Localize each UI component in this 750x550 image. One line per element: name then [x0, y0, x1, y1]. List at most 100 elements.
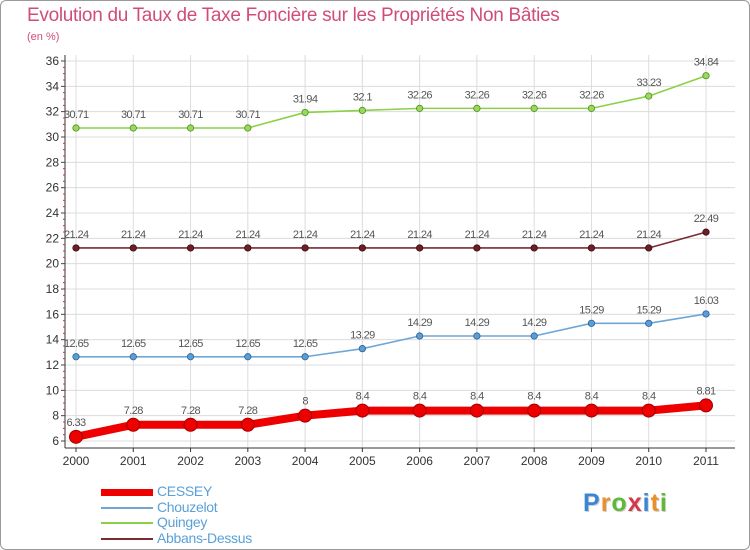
- data-point: [244, 124, 252, 132]
- logo-letter: i: [642, 489, 651, 517]
- series-quingey: 30.71 30.71 30.71 30.71 31.94 32.1 32.26 32.26 3…: [64, 57, 719, 132]
- data-label: 14.29: [465, 317, 490, 329]
- data-point: [416, 104, 424, 112]
- data-label: 32.26: [522, 89, 547, 101]
- data-label: 21.24: [636, 229, 661, 241]
- data-point: [72, 244, 80, 252]
- logo-letter: x: [627, 489, 643, 517]
- data-point: [702, 72, 710, 80]
- data-label: 8.4: [356, 391, 370, 403]
- data-point: [473, 104, 481, 112]
- x-tick-label: 2011: [693, 454, 719, 468]
- data-label: 21.24: [64, 229, 89, 241]
- series-line: [75, 313, 707, 358]
- data-label: 15.29: [636, 304, 661, 316]
- data-label: 21.24: [236, 229, 261, 241]
- data-point: [186, 244, 195, 252]
- x-tick-label: 2009: [578, 454, 605, 468]
- data-label: 22.49: [694, 213, 719, 225]
- data-label: 34.84: [694, 57, 719, 69]
- data-point: [72, 124, 80, 132]
- legend-label: Abbans-Dessus: [157, 529, 252, 546]
- x-tick-label: 2006: [406, 454, 433, 468]
- data-point: [355, 403, 370, 418]
- data-point: [240, 417, 255, 432]
- data-label: 14.29: [522, 317, 547, 329]
- y-tick-label: 26: [46, 181, 60, 195]
- data-point: [298, 408, 313, 423]
- logo-letter: P: [583, 489, 601, 517]
- y-tick-label: 22: [46, 231, 60, 245]
- data-label: 7.28: [124, 405, 143, 417]
- data-point: [412, 403, 427, 418]
- data-label: 8.4: [642, 391, 656, 403]
- data-label: 8.4: [585, 391, 599, 403]
- data-label: 21.24: [522, 229, 547, 241]
- y-tick-label: 24: [46, 206, 60, 220]
- data-label: 13.29: [350, 330, 375, 342]
- x-tick-label: 2002: [177, 454, 204, 468]
- x-tick-label: 2003: [234, 454, 261, 468]
- data-label: 8.4: [470, 391, 484, 403]
- data-point: [527, 403, 542, 418]
- data-point: [587, 319, 596, 327]
- x-tick-label: 2008: [521, 454, 548, 468]
- data-label: 8: [302, 396, 308, 408]
- data-point: [358, 106, 366, 115]
- data-point: [244, 244, 252, 252]
- legend-label: CESSEY: [157, 483, 212, 499]
- data-label: 14.29: [407, 317, 432, 329]
- logo-letter: i: [659, 489, 668, 517]
- data-point: [587, 104, 596, 112]
- data-point: [645, 92, 653, 100]
- legend-label: Quingey: [157, 514, 208, 530]
- y-tick-label: 36: [46, 54, 60, 68]
- data-label: 8.81: [696, 385, 715, 397]
- data-point: [244, 353, 252, 361]
- data-label: 21.24: [178, 229, 203, 241]
- data-point: [301, 244, 309, 252]
- data-label: 21.24: [121, 229, 146, 241]
- x-tick-label: 2005: [349, 454, 376, 468]
- x-tick-label: 2004: [292, 454, 319, 468]
- y-tick-label: 34: [46, 79, 60, 93]
- data-point: [584, 403, 599, 418]
- data-point: [358, 345, 366, 353]
- data-point: [129, 353, 137, 361]
- y-tick-label: 20: [46, 257, 60, 271]
- data-point: [699, 398, 713, 413]
- series-chouzelot: 12.65 12.65 12.65 12.65 12.65 13.29 14.29 14.29…: [64, 295, 719, 361]
- data-label: 32.26: [579, 89, 604, 101]
- data-label: 7.28: [238, 405, 257, 417]
- data-point: [530, 332, 538, 340]
- data-point: [183, 417, 198, 432]
- data-point: [72, 353, 80, 361]
- series-abbans-dessus: 21.24 21.24 21.24 21.24 21.24 21.24 21.24 21.24…: [64, 213, 719, 252]
- logo-letter: r: [600, 489, 612, 517]
- data-point: [645, 319, 653, 327]
- y-tick-label: 32: [46, 105, 60, 119]
- y-tick-label: 18: [46, 282, 60, 296]
- data-label: 30.71: [236, 109, 261, 121]
- data-label: 12.65: [293, 338, 318, 350]
- data-label: 32.1: [353, 91, 372, 103]
- data-label: 21.24: [293, 229, 318, 241]
- data-point: [469, 403, 484, 418]
- legend-swatch: [101, 488, 153, 496]
- data-label: 7.28: [181, 405, 200, 417]
- x-tick-label: 2007: [464, 454, 491, 468]
- data-label: 21.24: [407, 229, 432, 241]
- data-label: 30.71: [64, 109, 89, 121]
- legend-label: Chouzelot: [157, 498, 218, 515]
- series-line: [72, 401, 710, 441]
- data-label: 8.4: [527, 391, 541, 403]
- data-label: 31.94: [293, 93, 318, 105]
- data-point: [416, 244, 424, 252]
- data-label: 21.24: [465, 229, 490, 241]
- y-tick-label: 12: [46, 358, 60, 372]
- y-tick-label: 10: [46, 383, 60, 397]
- data-label: 32.26: [407, 89, 432, 101]
- data-point: [186, 353, 195, 361]
- data-point: [702, 310, 710, 318]
